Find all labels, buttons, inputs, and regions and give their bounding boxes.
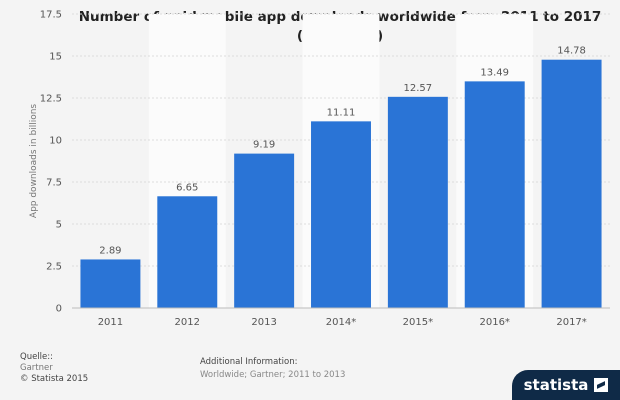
x-tick-label: 2014* (326, 317, 356, 328)
y-tick-label: 10 (49, 136, 62, 147)
y-tick-label: 17.5 (40, 10, 62, 21)
y-axis-label: App downloads in billions (29, 104, 39, 219)
bar (541, 59, 602, 308)
copyright-text: © Statista 2015 (20, 374, 89, 384)
bar (80, 259, 141, 308)
x-tick-label: 2016* (479, 317, 509, 328)
source-block: Quelle:: Gartner © Statista 2015 (20, 352, 88, 385)
bar-value-label: 12.57 (404, 83, 433, 94)
source-name: Gartner (20, 363, 53, 373)
additional-info-block: Additional Information: Worldwide; Gartn… (200, 356, 345, 382)
bar-value-label: 13.49 (480, 67, 509, 78)
additional-info-text: Worldwide; Gartner; 2011 to 2013 (200, 370, 346, 380)
source-heading: Quelle:: (20, 352, 53, 362)
y-tick-label: 5 (56, 220, 62, 231)
bar (234, 153, 295, 308)
bar (157, 196, 218, 308)
x-tick-label: 2012 (175, 317, 200, 328)
statista-logo[interactable]: statista (512, 370, 620, 400)
bar-value-label: 9.19 (253, 140, 275, 151)
y-tick-label: 0 (56, 304, 62, 315)
bar (464, 81, 525, 308)
bar-value-label: 14.78 (557, 46, 586, 57)
brand-name: statista (523, 376, 589, 394)
bar-value-label: 11.11 (327, 107, 356, 118)
x-tick-label: 2011 (98, 317, 123, 328)
y-tick-label: 15 (49, 52, 62, 63)
x-tick-label: 2017* (556, 317, 586, 328)
bar-value-label: 2.89 (99, 245, 121, 256)
bar (387, 96, 448, 308)
bar (311, 121, 371, 309)
y-tick-label: 12.5 (40, 94, 62, 105)
bar-value-label: 6.65 (176, 182, 198, 193)
x-tick-label: 2013 (251, 317, 276, 328)
x-tick-label: 2015* (403, 317, 433, 328)
statista-logo-icon (594, 378, 609, 392)
y-tick-label: 7.5 (46, 178, 62, 189)
y-tick-label: 2.5 (46, 262, 62, 273)
additional-info-heading: Additional Information: (200, 357, 298, 367)
